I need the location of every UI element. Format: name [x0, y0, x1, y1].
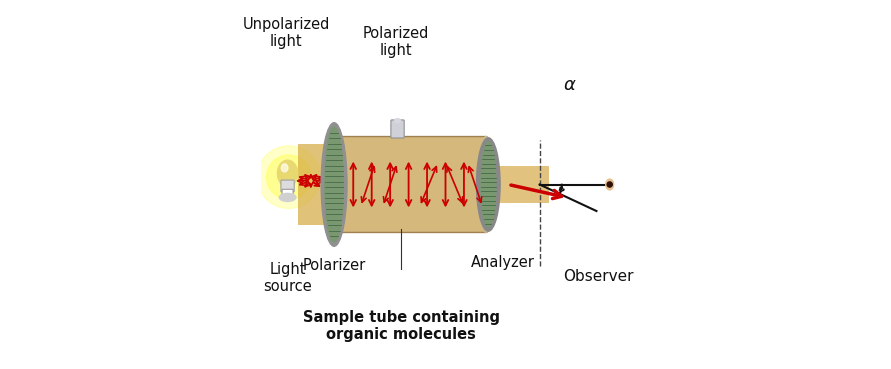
- Polygon shape: [333, 144, 488, 225]
- Text: Sample tube containing
organic molecules: Sample tube containing organic molecules: [303, 310, 500, 342]
- Text: Analyzer: Analyzer: [470, 255, 535, 270]
- Polygon shape: [298, 144, 333, 225]
- Polygon shape: [339, 137, 495, 232]
- Ellipse shape: [331, 137, 347, 232]
- Text: Unpolarized
light: Unpolarized light: [242, 17, 330, 49]
- Polygon shape: [333, 144, 488, 225]
- FancyBboxPatch shape: [282, 189, 293, 197]
- FancyBboxPatch shape: [391, 120, 405, 138]
- Ellipse shape: [481, 142, 495, 227]
- Ellipse shape: [333, 164, 343, 205]
- Ellipse shape: [395, 118, 400, 123]
- FancyBboxPatch shape: [281, 180, 294, 192]
- Text: Observer: Observer: [563, 269, 634, 284]
- Polygon shape: [488, 166, 549, 203]
- Circle shape: [607, 182, 612, 187]
- Text: Polarizer: Polarizer: [302, 258, 365, 273]
- Polygon shape: [488, 166, 549, 203]
- Ellipse shape: [282, 164, 288, 172]
- Ellipse shape: [321, 123, 347, 246]
- Ellipse shape: [606, 179, 614, 190]
- Ellipse shape: [277, 160, 298, 187]
- Text: Polarized
light: Polarized light: [363, 26, 429, 58]
- Ellipse shape: [325, 127, 343, 242]
- Ellipse shape: [279, 193, 296, 201]
- Circle shape: [266, 155, 311, 199]
- Text: α: α: [563, 76, 575, 94]
- Ellipse shape: [478, 137, 495, 232]
- Text: Light
source: Light source: [263, 262, 312, 294]
- Circle shape: [257, 146, 320, 208]
- Ellipse shape: [477, 138, 500, 231]
